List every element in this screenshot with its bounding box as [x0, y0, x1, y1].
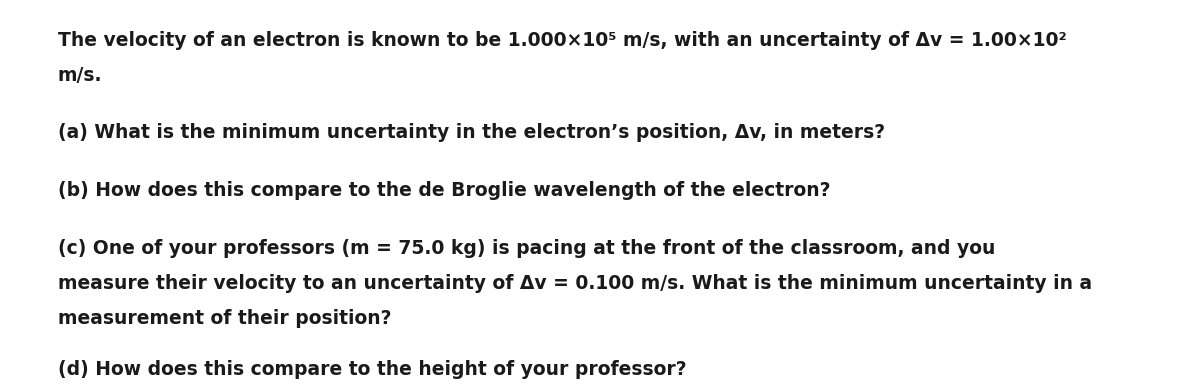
Text: measurement of their position?: measurement of their position? — [58, 310, 391, 328]
Text: (b) How does this compare to the de Broglie wavelength of the electron?: (b) How does this compare to the de Brog… — [58, 181, 830, 200]
Text: m/s.: m/s. — [58, 67, 102, 85]
Text: The velocity of an electron is known to be 1.000×10⁵ m/s, with an uncertainty of: The velocity of an electron is known to … — [58, 32, 1067, 50]
Text: (d) How does this compare to the height of your professor?: (d) How does this compare to the height … — [58, 360, 686, 379]
Text: measure their velocity to an uncertainty of Δv = 0.100 m/s. What is the minimum : measure their velocity to an uncertainty… — [58, 275, 1092, 293]
Text: (a) What is the minimum uncertainty in the electron’s position, Δv, in meters?: (a) What is the minimum uncertainty in t… — [58, 123, 884, 142]
Text: (c) One of your professors (m = 75.0 kg) is pacing at the front of the classroom: (c) One of your professors (m = 75.0 kg)… — [58, 240, 995, 258]
